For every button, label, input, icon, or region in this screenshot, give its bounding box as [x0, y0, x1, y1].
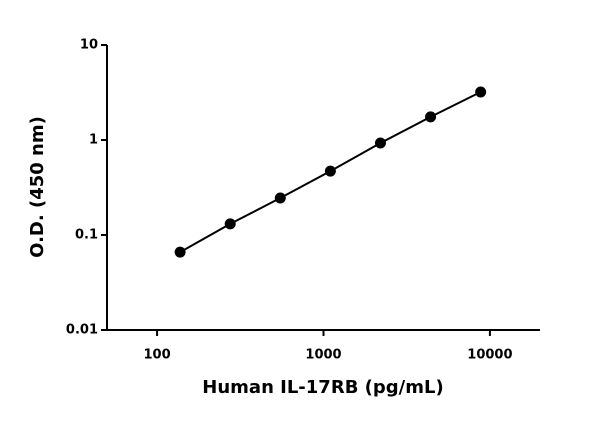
data-point: [374, 137, 386, 149]
x-tick-label: 1000: [305, 348, 341, 363]
data-point: [425, 111, 437, 123]
data-point: [274, 192, 286, 204]
data-point: [475, 86, 487, 98]
y-tick-label: 0.1: [75, 228, 98, 243]
data-point: [224, 218, 236, 230]
y-tick-label: 1: [89, 133, 98, 148]
y-tick-label: 0.01: [66, 323, 98, 338]
data-point: [324, 165, 336, 177]
y-axis-title: O.D. (450 nm): [27, 116, 48, 258]
data-point: [174, 246, 186, 258]
y-tick-label: 10: [80, 38, 98, 53]
x-tick-label: 100: [144, 348, 171, 363]
x-axis-title: Human IL-17RB (pg/mL): [202, 377, 443, 398]
x-tick-label: 10000: [467, 348, 512, 363]
